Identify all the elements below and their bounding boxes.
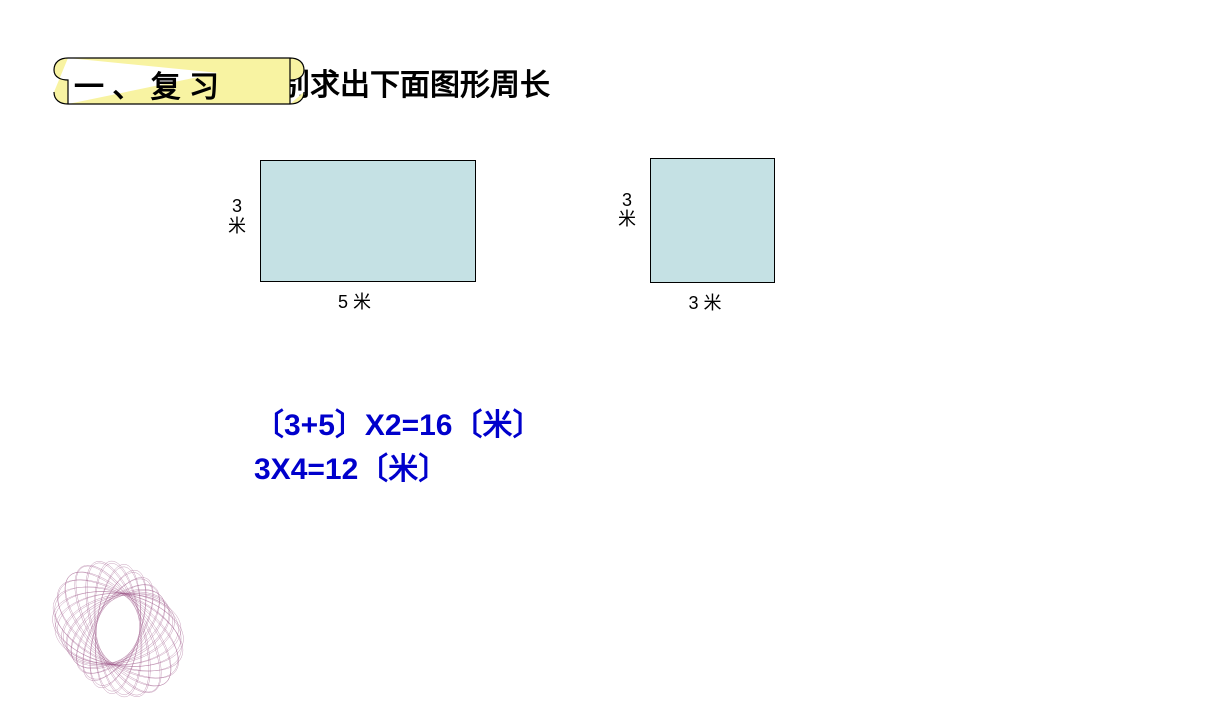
rectangle-side-label: 3米	[228, 197, 246, 237]
shapes-container: 3米 5 米 3米 3 米	[200, 150, 900, 320]
banner-label: 一 、 复 习	[74, 62, 219, 106]
answer-line-1: 〔3+5〕X2=16〔米〕	[254, 400, 542, 444]
page-title: 别求出下面图形周长	[280, 60, 550, 104]
rectangle-shape	[260, 160, 476, 282]
answers-block: 〔3+5〕X2=16〔米〕 3X4=12〔米〕	[254, 400, 542, 488]
square-bottom-label: 3 米	[689, 289, 722, 315]
square-side-label: 3米	[618, 191, 636, 231]
answer-line-2: 3X4=12〔米〕	[254, 444, 542, 488]
decorative-spiral-icon	[28, 530, 208, 710]
review-banner: 一 、 复 习	[50, 44, 310, 122]
square-shape	[650, 158, 775, 283]
rectangle-bottom-label: 5 米	[338, 288, 371, 314]
